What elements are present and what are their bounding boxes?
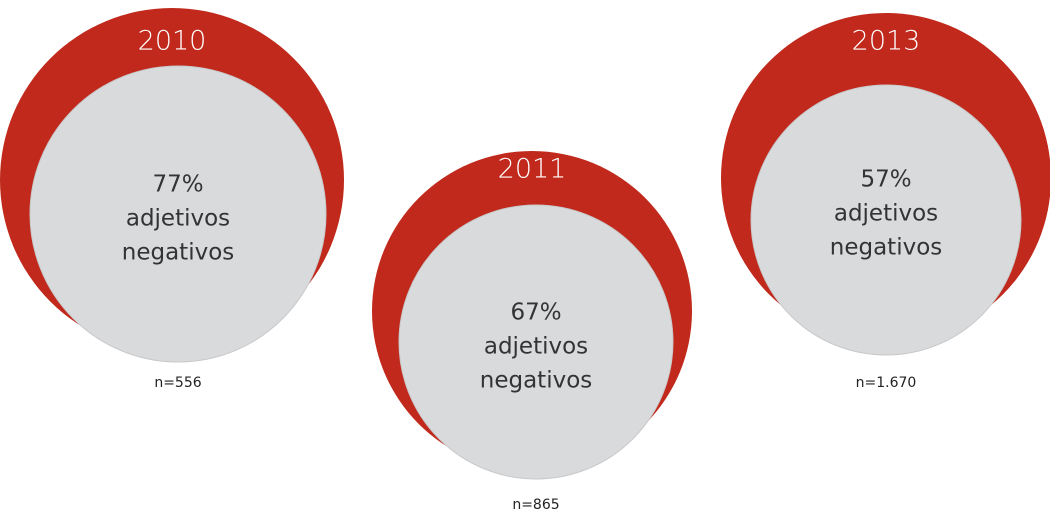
year-label: 2010 bbox=[138, 26, 207, 57]
sample-size: n=1.670 bbox=[856, 375, 917, 391]
year-label: 2011 bbox=[498, 154, 567, 185]
year-bubble: 2011 67% adjetivos negativos n=865 bbox=[372, 151, 692, 513]
inner-circle bbox=[750, 84, 1022, 356]
percent-label: 57% bbox=[860, 167, 911, 193]
year-bubble: 2013 57% adjetivos negativos n=1.670 bbox=[721, 13, 1050, 391]
description-line: negativos bbox=[122, 240, 235, 266]
description-line: negativos bbox=[830, 235, 943, 261]
sample-size: n=556 bbox=[154, 375, 201, 391]
percent-label: 77% bbox=[152, 172, 203, 198]
inner-circle bbox=[398, 204, 674, 480]
year-bubble: 2010 77% adjetivos negativos n=556 bbox=[0, 8, 344, 391]
percent-label: 67% bbox=[510, 300, 561, 326]
description-line: adjetivos bbox=[834, 201, 938, 227]
sample-size: n=865 bbox=[512, 497, 559, 513]
inner-circle bbox=[29, 65, 327, 363]
description-line: negativos bbox=[480, 368, 593, 394]
description-line: adjetivos bbox=[126, 206, 230, 232]
description-line: adjetivos bbox=[484, 334, 588, 360]
year-label: 2013 bbox=[852, 26, 921, 57]
